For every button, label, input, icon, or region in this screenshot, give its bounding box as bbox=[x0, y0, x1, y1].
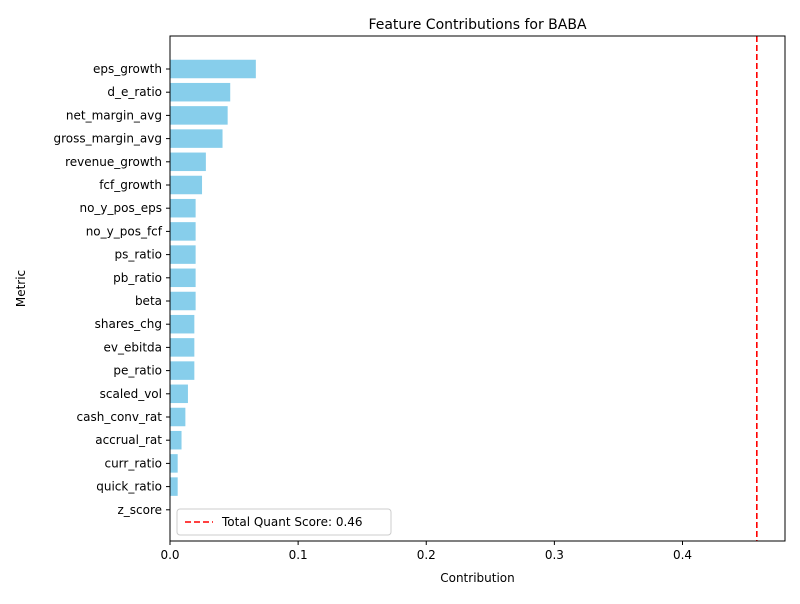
bar-curr-ratio bbox=[170, 454, 178, 473]
bar-accrual-rat bbox=[170, 430, 182, 450]
chart-title: Feature Contributions for BABA bbox=[368, 17, 587, 33]
legend-box bbox=[176, 508, 392, 536]
y-tick-label: fcf_growth bbox=[99, 178, 162, 192]
bar-d-e-ratio bbox=[170, 82, 231, 102]
plot-frame bbox=[169, 35, 786, 542]
bar-pe-ratio bbox=[170, 361, 195, 380]
y-tick-label: shares_chg bbox=[95, 317, 162, 331]
bar-no-y-pos-fcf bbox=[170, 222, 196, 241]
bar-gross-margin-avg bbox=[170, 129, 223, 148]
y-tick-label: d_e_ratio bbox=[107, 85, 162, 99]
bar-pb-ratio bbox=[170, 268, 196, 288]
y-tick-label: gross_margin_avg bbox=[53, 132, 162, 146]
y-tick-label: eps_growth bbox=[93, 62, 162, 76]
y-tick-label: pe_ratio bbox=[113, 364, 162, 378]
y-tick-label: ev_ebitda bbox=[104, 340, 163, 354]
y-tick-label: cash_conv_rat bbox=[77, 410, 163, 424]
y-axis-label: Metric bbox=[14, 270, 28, 307]
x-tick-label: 0.3 bbox=[545, 548, 564, 562]
y-tick-label: quick_ratio bbox=[96, 480, 162, 494]
bar-no-y-pos-eps bbox=[170, 198, 196, 218]
y-tick-label: net_margin_avg bbox=[66, 108, 162, 122]
x-tick-label: 0.1 bbox=[289, 548, 308, 562]
y-tick-label: z_score bbox=[117, 503, 162, 517]
bar-cash-conv-rat bbox=[170, 407, 186, 427]
bar-shares-chg bbox=[170, 314, 195, 334]
y-tick-label: ps_ratio bbox=[114, 248, 162, 262]
bar-ps-ratio bbox=[170, 245, 196, 264]
y-tick-label: revenue_growth bbox=[65, 155, 162, 169]
bar-revenue-growth bbox=[170, 152, 206, 172]
bar-fcf-growth bbox=[170, 175, 203, 195]
x-axis-label: Contribution bbox=[440, 571, 515, 585]
y-tick-label: scaled_vol bbox=[100, 387, 162, 401]
y-tick-label: pb_ratio bbox=[113, 271, 162, 285]
x-tick-label: 0.0 bbox=[160, 548, 179, 562]
y-tick-label: curr_ratio bbox=[104, 456, 162, 470]
bar-scaled-vol bbox=[170, 384, 188, 404]
bar-net-margin-avg bbox=[170, 106, 228, 125]
bar-beta bbox=[170, 291, 196, 311]
y-tick-label: beta bbox=[135, 294, 162, 308]
legend-label: Total Quant Score: 0.46 bbox=[221, 515, 363, 529]
x-tick-label: 0.4 bbox=[673, 548, 692, 562]
x-tick-label: 0.2 bbox=[417, 548, 436, 562]
y-ticks-group: eps_growth d_e_ratio net_margin_avg gross_m… bbox=[53, 62, 170, 517]
bar-eps-growth bbox=[170, 59, 256, 79]
y-tick-label: no_y_pos_fcf bbox=[86, 224, 163, 238]
legend: Total Quant Score: 0.46 bbox=[176, 508, 392, 536]
x-ticks-group: 0.0 0.1 0.2 0.3 0.4 bbox=[160, 541, 692, 562]
bar-quick-ratio bbox=[170, 477, 178, 496]
y-tick-label: no_y_pos_eps bbox=[79, 201, 162, 215]
bar-ev-ebitda bbox=[170, 338, 195, 357]
y-tick-label: accrual_rat bbox=[95, 433, 162, 447]
bars-group bbox=[170, 59, 256, 496]
